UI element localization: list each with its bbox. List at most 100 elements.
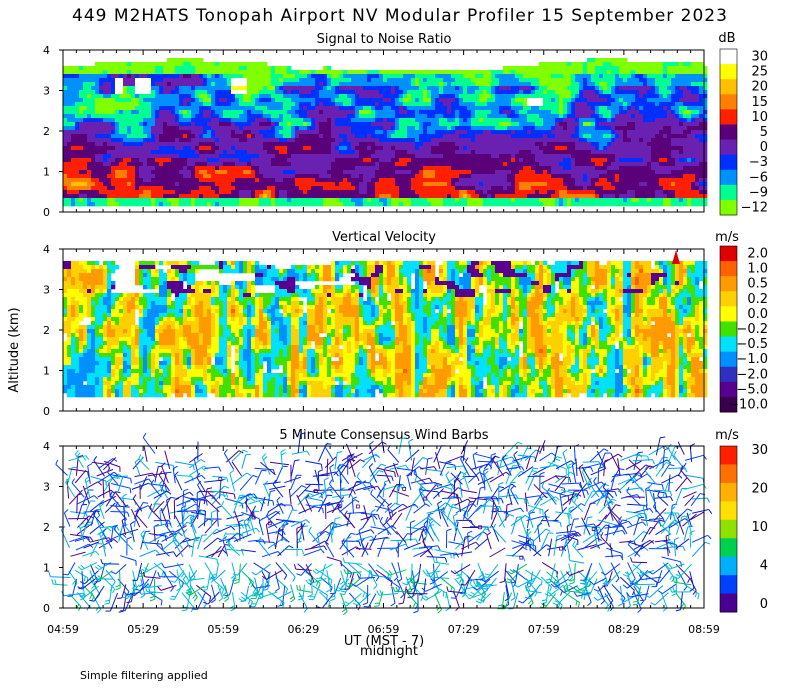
snr-cell bbox=[551, 178, 556, 183]
snr-cell bbox=[151, 142, 156, 147]
snr-cell bbox=[427, 94, 432, 99]
snr-cell bbox=[167, 178, 172, 183]
snr-cell bbox=[163, 70, 168, 75]
snr-cell bbox=[387, 178, 392, 183]
snr-cell bbox=[235, 74, 240, 79]
snr-cell bbox=[611, 190, 616, 195]
snr-cell bbox=[171, 114, 176, 119]
snr-cell bbox=[555, 110, 560, 115]
snr-cell bbox=[535, 86, 540, 91]
snr-cell bbox=[607, 70, 612, 75]
snr-cell bbox=[375, 78, 380, 83]
snr-cell bbox=[519, 142, 524, 147]
snr-cell bbox=[143, 194, 148, 199]
snr-cell bbox=[291, 94, 296, 99]
snr-cell bbox=[83, 70, 88, 75]
snr-cell bbox=[307, 90, 312, 95]
snr-cell bbox=[147, 98, 152, 103]
snr-cell bbox=[351, 190, 356, 195]
snr-cell bbox=[139, 198, 144, 203]
snr-cell bbox=[419, 70, 424, 75]
snr-cell bbox=[379, 162, 384, 167]
snr-cell bbox=[575, 102, 580, 107]
snr-cell bbox=[583, 182, 588, 187]
snr-cell bbox=[159, 142, 164, 147]
snr-cell bbox=[271, 126, 276, 131]
snr-cell bbox=[243, 62, 248, 67]
snr-cell bbox=[431, 122, 436, 127]
snr-cell bbox=[163, 202, 168, 207]
snr-cell bbox=[163, 170, 168, 175]
snr-cell bbox=[75, 202, 80, 207]
snr-cell bbox=[291, 198, 296, 203]
snr-cell bbox=[503, 82, 508, 87]
snr-cell bbox=[91, 154, 96, 159]
snr-cell bbox=[191, 178, 196, 183]
snr-cell bbox=[343, 78, 348, 83]
snr-cell bbox=[287, 90, 292, 95]
snr-cell bbox=[103, 62, 108, 67]
snr-cell bbox=[267, 142, 272, 147]
snr-cell bbox=[383, 98, 388, 103]
snr-cell bbox=[403, 174, 408, 179]
snr-cell bbox=[331, 154, 336, 159]
snr-cell bbox=[443, 130, 448, 135]
snr-cell bbox=[619, 142, 624, 147]
snr-cell bbox=[171, 74, 176, 79]
snr-cell bbox=[263, 86, 268, 91]
snr-cell bbox=[483, 154, 488, 159]
snr-cell bbox=[335, 118, 340, 123]
snr-cell bbox=[591, 174, 596, 179]
snr-cell bbox=[387, 174, 392, 179]
snr-cell bbox=[503, 106, 508, 111]
snr-cell bbox=[599, 98, 604, 103]
snr-cell bbox=[231, 178, 236, 183]
snr-cell bbox=[323, 102, 328, 107]
snr-cell bbox=[551, 142, 556, 147]
snr-cell bbox=[323, 66, 328, 71]
snr-cell bbox=[143, 110, 148, 115]
snr-cell bbox=[471, 142, 476, 147]
snr-cell bbox=[223, 106, 228, 111]
snr-cell bbox=[503, 118, 508, 123]
snr-cell bbox=[151, 166, 156, 171]
snr-cell bbox=[523, 102, 528, 107]
snr-cell bbox=[319, 130, 324, 135]
snr-cell bbox=[111, 178, 116, 183]
snr-cell bbox=[87, 170, 92, 175]
snr-cell bbox=[175, 162, 180, 167]
snr-cell bbox=[311, 130, 316, 135]
snr-cell bbox=[75, 146, 80, 151]
snr-cell bbox=[243, 118, 248, 123]
snr-cell bbox=[363, 142, 368, 147]
snr-cell bbox=[215, 198, 220, 203]
snr-cell bbox=[579, 178, 584, 183]
snr-cell bbox=[231, 66, 236, 71]
snr-cell bbox=[147, 70, 152, 75]
snr-cell bbox=[619, 118, 624, 123]
snr-cell bbox=[411, 178, 416, 183]
snr-cell bbox=[299, 74, 304, 79]
snr-cell bbox=[223, 186, 228, 191]
snr-cell bbox=[447, 186, 452, 191]
snr-cell bbox=[247, 182, 252, 187]
snr-cell bbox=[415, 114, 420, 119]
snr-cell bbox=[587, 202, 592, 207]
snr-cell bbox=[187, 142, 192, 147]
snr-cell bbox=[195, 186, 200, 191]
snr-cell bbox=[103, 194, 108, 199]
snr-cell bbox=[215, 82, 220, 87]
snr-cell bbox=[411, 70, 416, 75]
snr-cell bbox=[495, 186, 500, 191]
snr-cell bbox=[247, 62, 252, 67]
snr-cell bbox=[431, 86, 436, 91]
snr-cell bbox=[255, 90, 260, 95]
snr-cell bbox=[583, 170, 588, 175]
snr-cell bbox=[67, 142, 72, 147]
snr-cell bbox=[307, 186, 312, 191]
snr-cell bbox=[335, 166, 340, 171]
snr-cell bbox=[519, 138, 524, 143]
snr-cell bbox=[107, 90, 112, 95]
snr-cell bbox=[343, 138, 348, 143]
snr-cell bbox=[519, 126, 524, 131]
